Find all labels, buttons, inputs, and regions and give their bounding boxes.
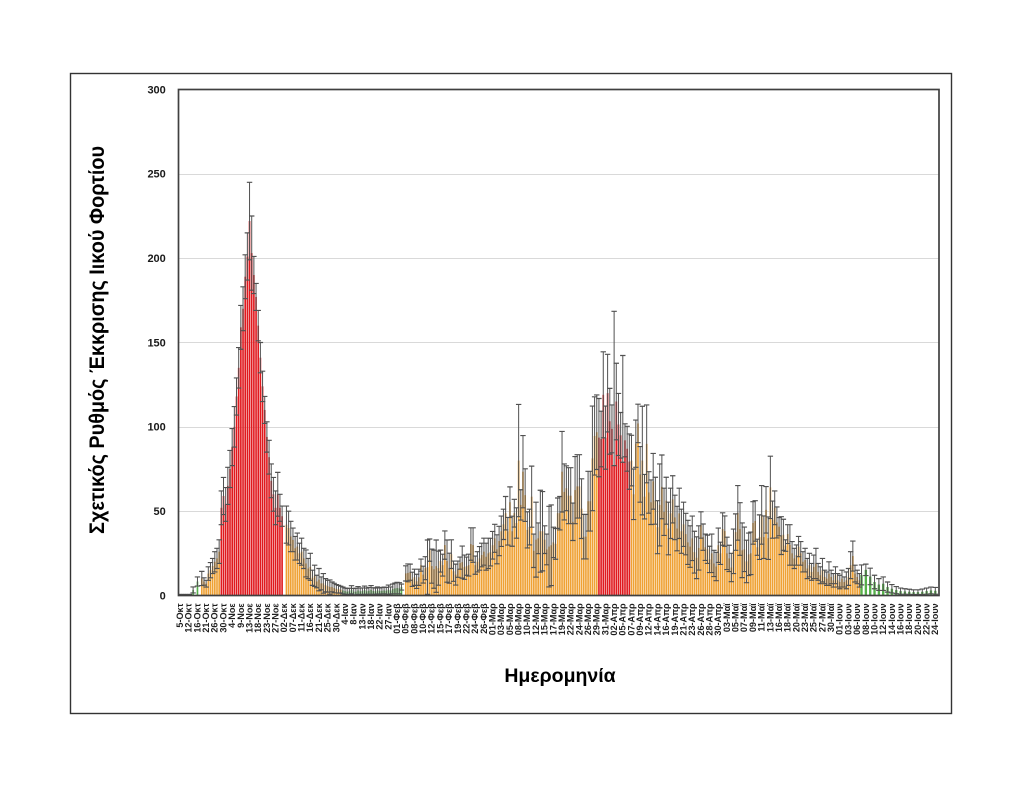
svg-text:13-Νοε: 13-Νοε (244, 603, 254, 633)
svg-text:150: 150 (147, 337, 165, 349)
svg-text:22-Ιαν: 22-Ιαν (375, 603, 385, 629)
svg-text:01-Μαρ: 01-Μαρ (488, 603, 498, 635)
svg-text:10-Μαρ: 10-Μαρ (522, 603, 532, 635)
svg-text:24-Μαρ: 24-Μαρ (574, 603, 584, 635)
svg-text:07-Μαϊ: 07-Μαϊ (739, 603, 749, 632)
svg-text:21-Δεκ: 21-Δεκ (314, 602, 324, 632)
svg-text:26-Οκτ: 26-Οκτ (210, 603, 220, 632)
svg-text:08-Ιουν: 08-Ιουν (861, 603, 871, 635)
svg-text:05-Απρ: 05-Απρ (618, 603, 628, 636)
svg-text:22-Ιουν: 22-Ιουν (922, 603, 932, 635)
svg-text:27-Νοε: 27-Νοε (270, 603, 280, 633)
svg-text:30-Οκτ: 30-Οκτ (218, 603, 228, 632)
svg-text:50: 50 (154, 506, 166, 518)
svg-text:07-Δεκ: 07-Δεκ (288, 602, 298, 632)
svg-text:08-Φεβ: 08-Φεβ (409, 603, 419, 634)
svg-text:200: 200 (147, 253, 165, 265)
svg-text:25-Μαϊ: 25-Μαϊ (809, 603, 819, 632)
svg-text:12-Απρ: 12-Απρ (644, 603, 654, 636)
svg-text:20-Μαϊ: 20-Μαϊ (791, 603, 801, 632)
svg-text:13-Μαϊ: 13-Μαϊ (765, 603, 775, 632)
svg-text:Ημερομηνία: Ημερομηνία (504, 665, 615, 687)
svg-text:03-Ιουν: 03-Ιουν (843, 603, 853, 635)
svg-text:100: 100 (147, 422, 165, 434)
svg-text:18-Ιουν: 18-Ιουν (904, 603, 914, 635)
svg-text:21-Οκτ: 21-Οκτ (201, 603, 211, 632)
svg-text:05-Φεβ: 05-Φεβ (401, 603, 411, 634)
svg-text:23-Απρ: 23-Απρ (687, 603, 697, 636)
svg-text:03-Μαρ: 03-Μαρ (496, 603, 506, 635)
svg-text:12-Φεβ: 12-Φεβ (427, 603, 437, 634)
svg-text:09-Μαϊ: 09-Μαϊ (748, 603, 758, 632)
svg-text:27-Μαϊ: 27-Μαϊ (817, 603, 827, 632)
svg-text:12-Μαρ: 12-Μαρ (531, 603, 541, 635)
svg-text:17-Μαρ: 17-Μαρ (548, 603, 558, 635)
svg-text:8-Ιαν: 8-Ιαν (349, 603, 359, 624)
svg-text:250: 250 (147, 169, 165, 181)
svg-text:26-Μαρ: 26-Μαρ (583, 603, 593, 635)
svg-text:05-Μαρ: 05-Μαρ (505, 603, 515, 635)
svg-text:28-Απρ: 28-Απρ (705, 603, 715, 636)
svg-text:07-Απρ: 07-Απρ (626, 603, 636, 636)
svg-text:9-Νοε: 9-Νοε (236, 603, 246, 628)
svg-text:4-Νοε: 4-Νοε (227, 603, 237, 628)
svg-text:16-Μαϊ: 16-Μαϊ (774, 603, 784, 632)
svg-text:14-Ιουν: 14-Ιουν (887, 603, 897, 635)
svg-text:08-Μαρ: 08-Μαρ (514, 603, 524, 635)
svg-text:4-Ιαν: 4-Ιαν (340, 603, 350, 624)
svg-text:23-Μαϊ: 23-Μαϊ (800, 603, 810, 632)
svg-text:22-Φεβ: 22-Φεβ (461, 603, 471, 634)
svg-text:11-Δεκ: 11-Δεκ (297, 602, 307, 631)
svg-text:05-Μαϊ: 05-Μαϊ (731, 603, 741, 632)
svg-text:09-Απρ: 09-Απρ (635, 603, 645, 636)
svg-text:13-Ιαν: 13-Ιαν (357, 603, 367, 629)
svg-text:0: 0 (160, 590, 166, 602)
svg-text:5-Οκτ: 5-Οκτ (175, 603, 185, 627)
svg-text:20-Ιουν: 20-Ιουν (913, 603, 923, 635)
svg-text:19-Μαρ: 19-Μαρ (557, 603, 567, 635)
svg-text:24-Ιουν: 24-Ιουν (930, 603, 940, 635)
svg-text:24-Φεβ: 24-Φεβ (470, 603, 480, 634)
svg-text:17-Φεβ: 17-Φεβ (444, 603, 454, 634)
svg-text:06-Ιουν: 06-Ιουν (852, 603, 862, 635)
svg-text:19-Απρ: 19-Απρ (670, 603, 680, 636)
svg-text:25-Δεκ: 25-Δεκ (323, 602, 333, 632)
svg-text:12-Ιουν: 12-Ιουν (878, 603, 888, 635)
svg-text:30-Μαϊ: 30-Μαϊ (826, 603, 836, 632)
svg-text:31-Μαρ: 31-Μαρ (600, 603, 610, 635)
svg-text:12-Οκτ: 12-Οκτ (184, 603, 194, 632)
svg-text:29-Μαρ: 29-Μαρ (592, 603, 602, 635)
svg-text:19-Φεβ: 19-Φεβ (453, 603, 463, 634)
svg-text:03-Μαϊ: 03-Μαϊ (722, 603, 732, 632)
svg-text:27-Ιαν: 27-Ιαν (383, 603, 393, 629)
svg-text:02-Δεκ: 02-Δεκ (279, 602, 289, 632)
svg-text:01-Ιουν: 01-Ιουν (835, 603, 845, 635)
svg-text:22-Μαρ: 22-Μαρ (566, 603, 576, 635)
svg-text:18-Νοε: 18-Νοε (253, 603, 263, 633)
svg-text:01-Φεβ: 01-Φεβ (392, 603, 402, 634)
svg-text:16-Απρ: 16-Απρ (661, 603, 671, 636)
svg-text:30-Δεκ: 30-Δεκ (331, 602, 341, 632)
svg-text:16-Ιουν: 16-Ιουν (895, 603, 905, 635)
svg-text:15-Φεβ: 15-Φεβ (435, 603, 445, 634)
svg-text:14-Απρ: 14-Απρ (652, 603, 662, 636)
svg-text:18-Ιαν: 18-Ιαν (366, 603, 376, 629)
svg-text:23-Νοε: 23-Νοε (262, 603, 272, 633)
svg-text:18-Μαϊ: 18-Μαϊ (783, 603, 793, 632)
svg-text:21-Απρ: 21-Απρ (678, 603, 688, 636)
svg-text:26-Απρ: 26-Απρ (696, 603, 706, 636)
svg-text:10-Ιουν: 10-Ιουν (869, 603, 879, 635)
svg-text:11-Μαϊ: 11-Μαϊ (757, 603, 767, 632)
svg-text:15-Μαρ: 15-Μαρ (540, 603, 550, 635)
svg-text:Σχετικός Ρυθμός Έκκρισης Ιικού: Σχετικός Ρυθμός Έκκρισης Ιικού Φορτίου (85, 146, 109, 534)
svg-text:10-Φεβ: 10-Φεβ (418, 603, 428, 634)
svg-text:16-Δεκ: 16-Δεκ (305, 602, 315, 632)
svg-text:02-Απρ: 02-Απρ (609, 603, 619, 636)
svg-text:300: 300 (147, 84, 165, 96)
svg-text:16-Οκτ: 16-Οκτ (192, 603, 202, 632)
svg-text:26-Φεβ: 26-Φεβ (479, 603, 489, 634)
svg-text:30-Απρ: 30-Απρ (713, 603, 723, 636)
